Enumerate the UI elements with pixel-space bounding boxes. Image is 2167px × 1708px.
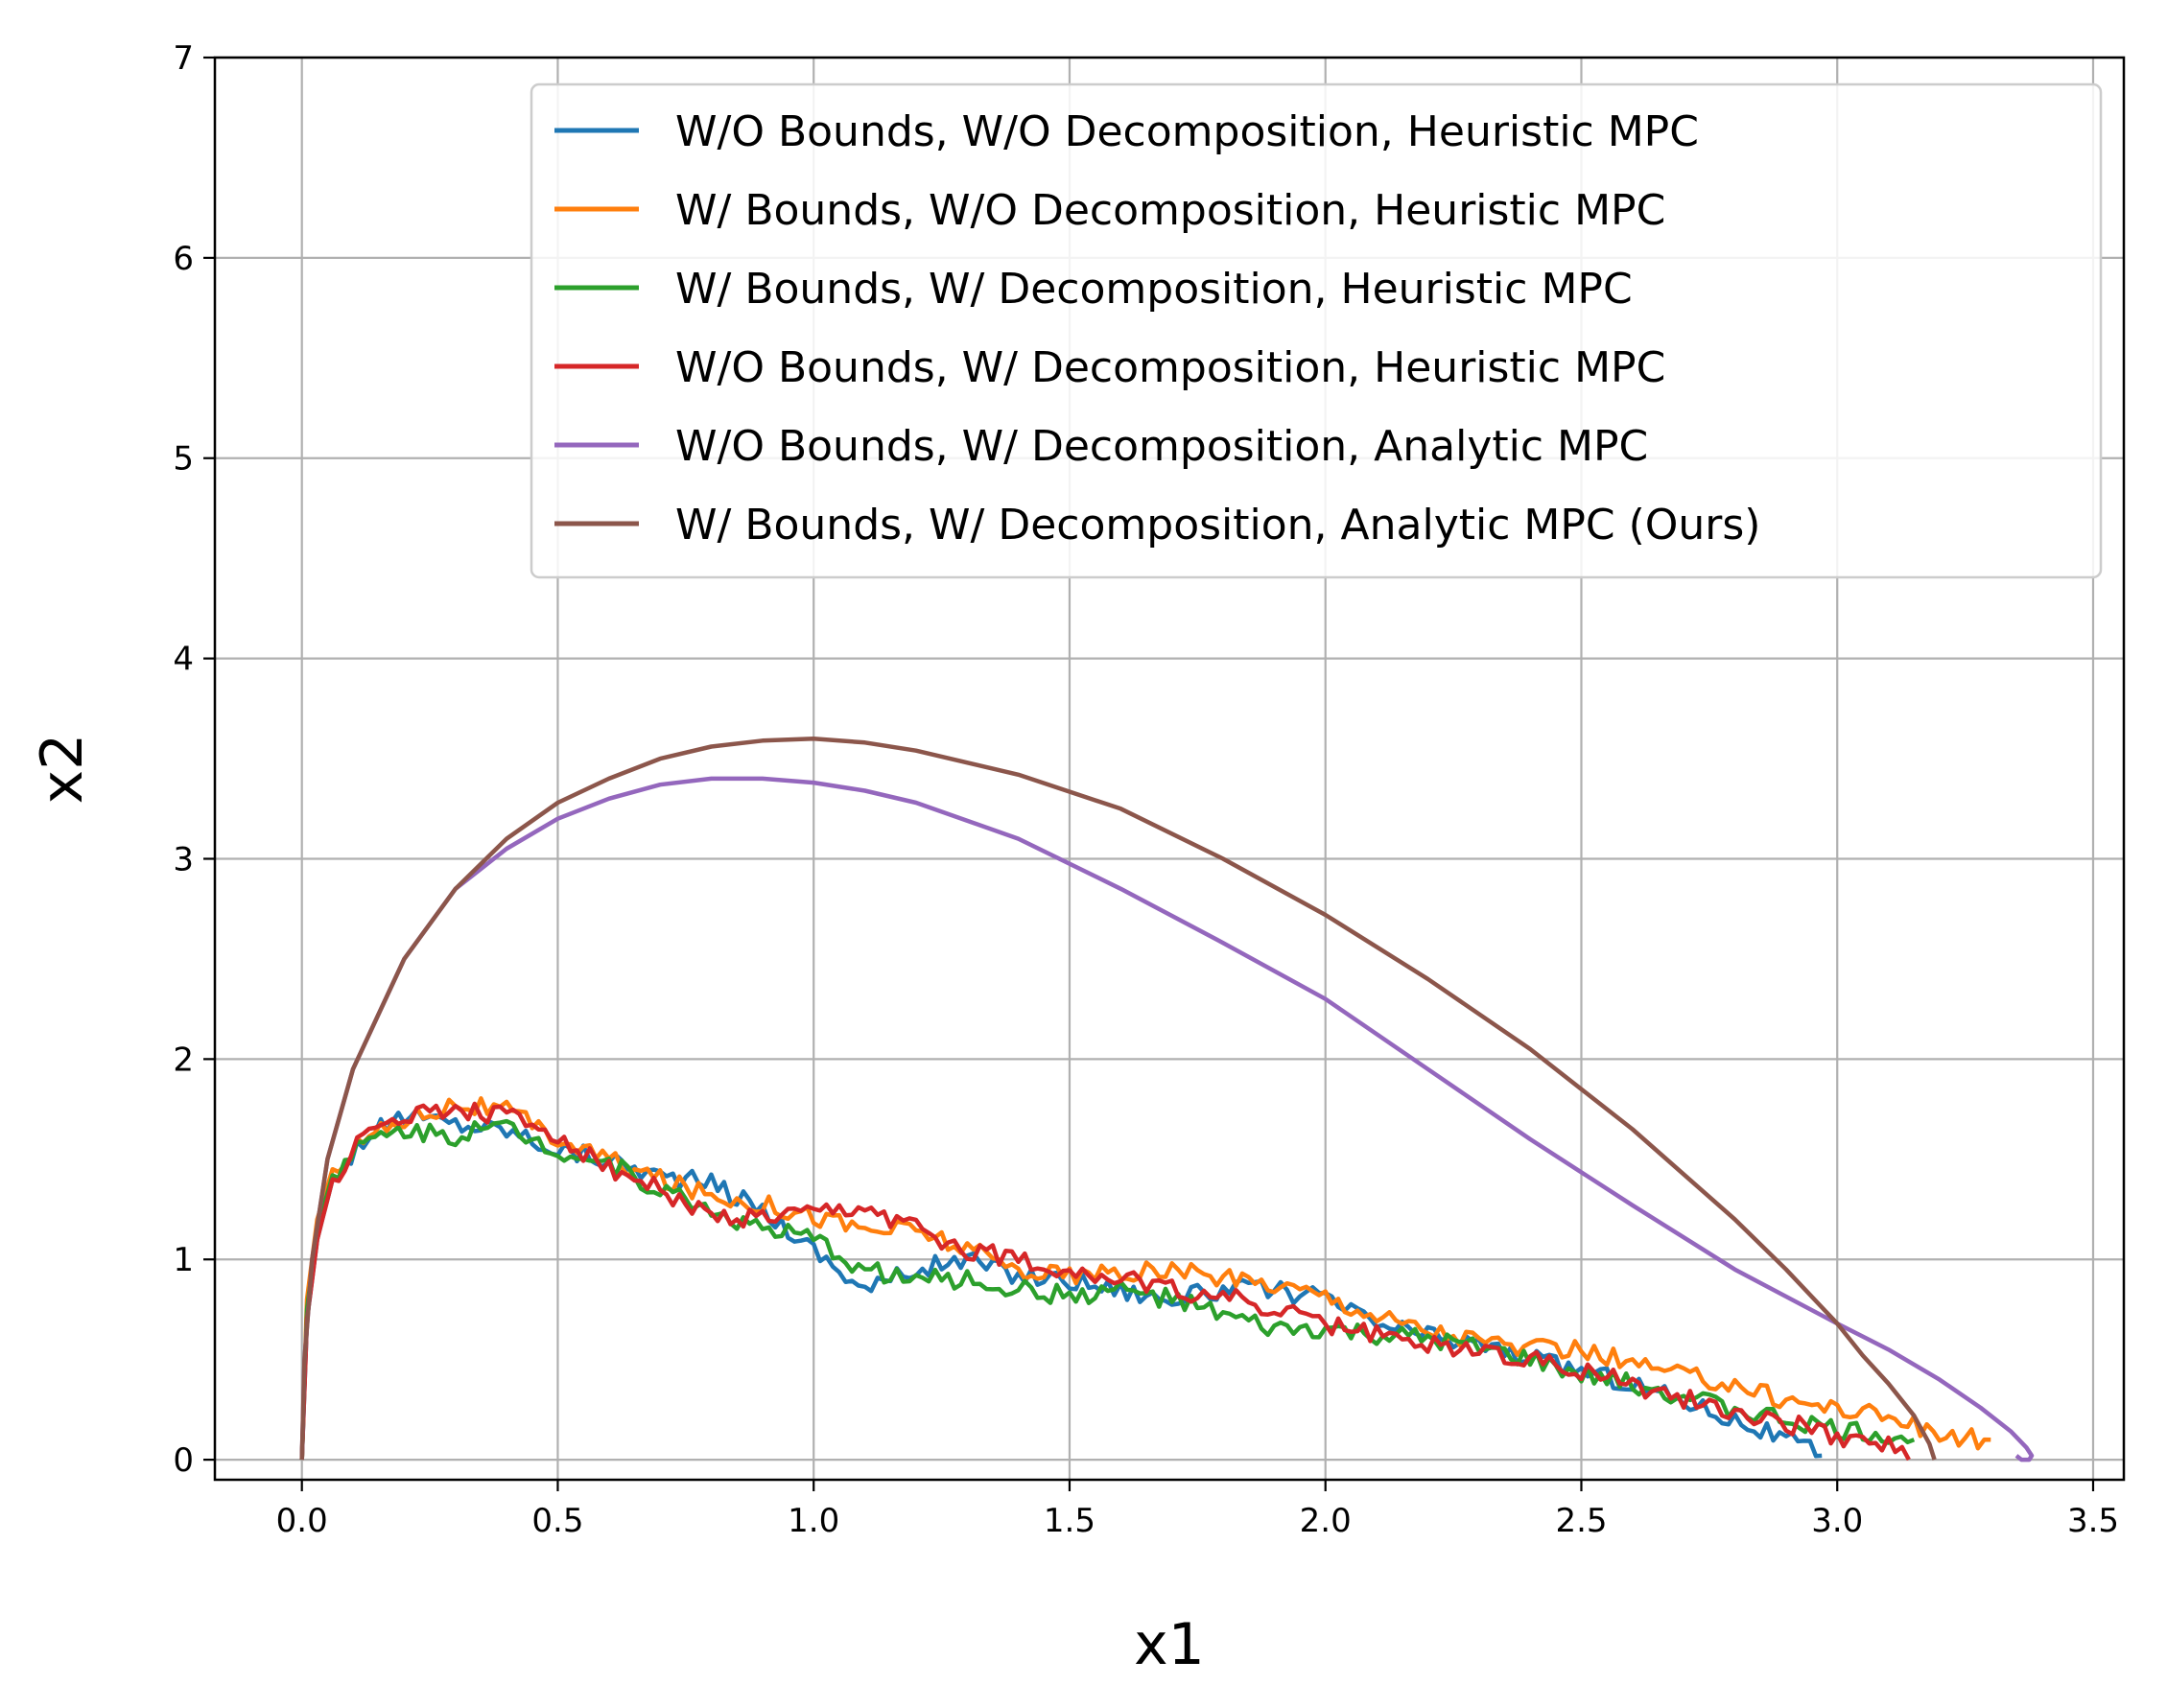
y-tick-label: 1 (173, 1241, 194, 1279)
legend: W/O Bounds, W/O Decomposition, Heuristic… (530, 82, 2103, 579)
legend-entry-label: W/O Bounds, W/ Decomposition, Analytic M… (675, 422, 1648, 471)
x-tick-label: 0.5 (531, 1502, 583, 1540)
y-tick-label: 0 (173, 1441, 194, 1480)
y-tick-label: 5 (173, 440, 194, 479)
legend-entry-label: W/O Bounds, W/O Decomposition, Heuristic… (675, 107, 1699, 156)
x-tick-label: 3.5 (2067, 1502, 2119, 1540)
plot-frame (213, 56, 2126, 1482)
x-tick-label: 3.0 (1811, 1502, 1863, 1540)
y-tick-label: 6 (173, 240, 194, 278)
legend-entry-label: W/ Bounds, W/O Decomposition, Heuristic … (675, 186, 1665, 235)
y-tick-label: 2 (173, 1041, 194, 1079)
y-axis-label: x2 (29, 734, 96, 805)
y-tick-label: 4 (173, 641, 194, 679)
y-tick-label: 7 (173, 39, 194, 78)
x-tick-label: 2.0 (1300, 1502, 1352, 1540)
legend-entry-label: W/O Bounds, W/ Decomposition, Heuristic … (675, 343, 1665, 392)
legend-box (530, 82, 2103, 579)
legend-entry-label: W/ Bounds, W/ Decomposition, Heuristic M… (675, 265, 1633, 314)
axis-ticks: 0.0 0.5 1.0 1.5 2.0 2.5 3.0 3.5 0 1 2 3 4 5 6 7 (173, 39, 2119, 1540)
series-line-4 (299, 1101, 1911, 1462)
legend-entry-label: W/ Bounds, W/ Decomposition, Analytic MP… (675, 501, 1760, 550)
x-tick-label: 1.5 (1044, 1502, 1095, 1540)
x-tick-label: 2.5 (1555, 1502, 1607, 1540)
series-lines (299, 736, 2035, 1462)
series-line-6 (299, 736, 1937, 1461)
y-tick-label: 3 (173, 840, 194, 878)
x-tick-label: 0.0 (276, 1502, 328, 1540)
x-axis-label: x1 (1134, 1611, 1205, 1678)
x-tick-label: 1.0 (788, 1502, 839, 1540)
